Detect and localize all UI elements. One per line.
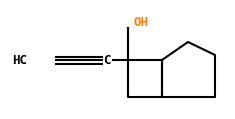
Text: OH: OH xyxy=(133,15,148,28)
Text: HC: HC xyxy=(12,54,27,67)
Text: C: C xyxy=(103,54,110,67)
